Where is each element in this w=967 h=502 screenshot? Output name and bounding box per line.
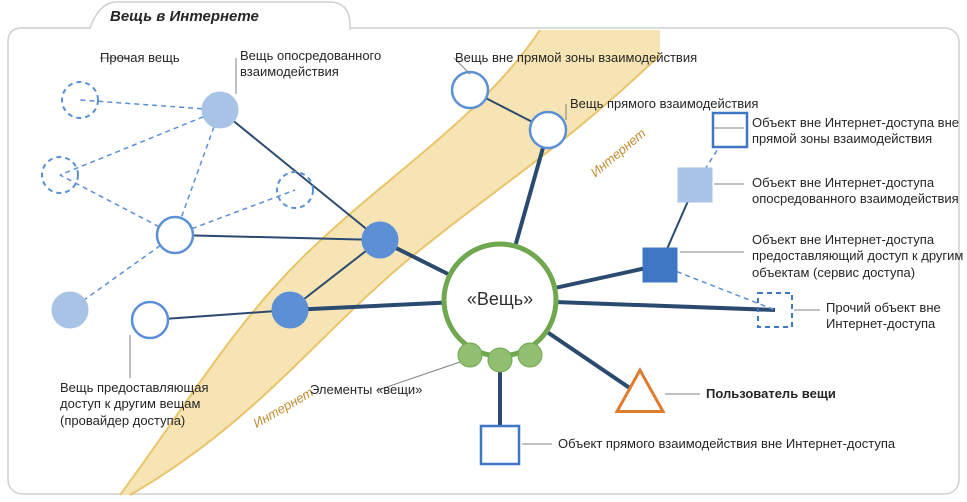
node-plain_out	[157, 217, 193, 253]
node-hub1	[362, 222, 398, 258]
label-user: Пользователь вещи	[706, 386, 836, 402]
node-elem3	[518, 343, 542, 367]
node-mediated	[202, 92, 238, 128]
label-obj-other-outside: Прочий объект вне Интернет-доступа	[826, 300, 941, 333]
label-obj-outside-outside: Объект вне Интернет-доступа вне прямой з…	[752, 115, 959, 148]
node-sq_out_out	[713, 113, 747, 147]
label-provider-thing: Вещь предоставляющая доступ к другим вещ…	[60, 380, 209, 429]
node-other1	[62, 82, 98, 118]
label-elements: Элементы «вещи»	[310, 382, 422, 398]
node-direct_thing	[530, 112, 566, 148]
label-obj-direct-outside: Объект прямого взаимодействия вне Интерн…	[558, 436, 895, 452]
node-outside_zone	[452, 72, 488, 108]
label-obj-outside-service: Объект вне Интернет-доступа предоставляю…	[752, 232, 963, 281]
node-sq_service	[643, 248, 677, 282]
node-provider	[132, 302, 168, 338]
node-elem1	[458, 343, 482, 367]
diagram-canvas: Вещь в Интернете «Вещь» Интернет Интерне…	[0, 0, 967, 502]
label-direct-thing: Вещь прямого взаимодействия	[570, 96, 758, 112]
node-light_bl	[52, 292, 88, 328]
label-mediated-thing: Вещь опосредованного взаимодействия	[240, 48, 381, 81]
label-obj-outside-mediated: Объект вне Интернет-доступа опосредованн…	[752, 175, 959, 208]
node-elem2	[488, 348, 512, 372]
label-other-thing: Прочая вещь	[100, 50, 180, 66]
node-sq_mediated	[678, 168, 712, 202]
node-hub2	[272, 292, 308, 328]
label-outside-zone-thing: Вещь вне прямой зоны взаимодействия	[455, 50, 697, 66]
diagram-title: Вещь в Интернете	[110, 8, 259, 27]
node-sq_direct	[481, 426, 519, 464]
center-node-label: «Вещь»	[465, 288, 535, 311]
node-triangle	[617, 370, 663, 411]
